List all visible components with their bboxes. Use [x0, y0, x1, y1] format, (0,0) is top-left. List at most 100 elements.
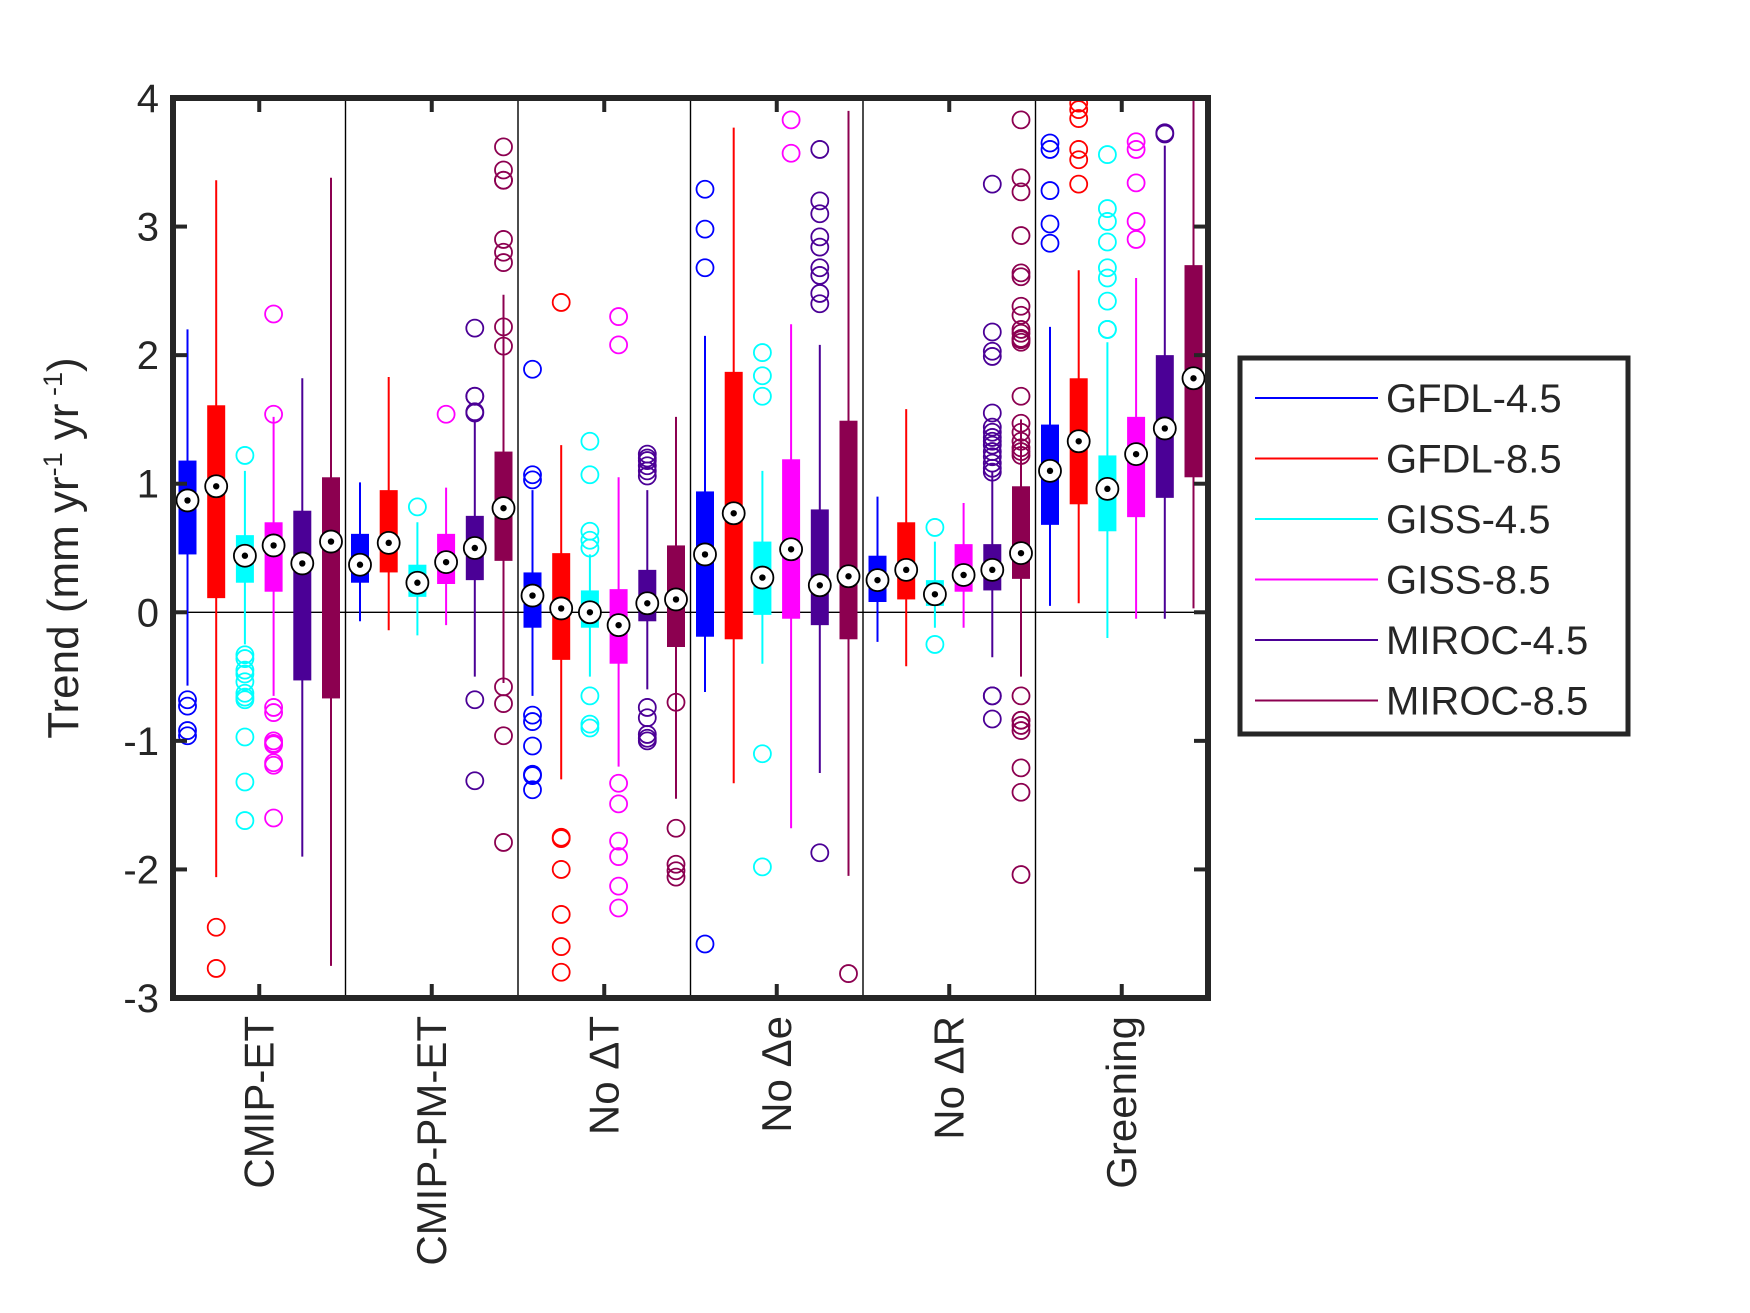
median-dot	[701, 551, 709, 558]
x-category-label: No Δe	[753, 1016, 800, 1133]
x-axis-labels: CMIP-ET CMIP-PM-ET No ΔT No Δe No ΔR Greening	[235, 1016, 1145, 1266]
outlier-point	[982, 322, 1002, 342]
outlier-point	[810, 140, 830, 159]
outlier-point	[206, 959, 226, 978]
outlier-point	[494, 160, 513, 180]
outlier-point	[1011, 386, 1031, 406]
outlier-point	[523, 736, 542, 756]
outlier-point	[1011, 323, 1031, 343]
outlier-point	[666, 854, 686, 874]
outlier-point	[178, 726, 197, 746]
outlier-point	[666, 861, 686, 881]
outlier-point	[637, 456, 657, 476]
outlier-point	[580, 530, 600, 550]
outlier-point	[494, 833, 513, 852]
outlier-point	[1069, 100, 1089, 119]
y-tick-label: 1	[137, 463, 159, 507]
outlier-point	[1011, 716, 1031, 735]
median-dot	[644, 600, 651, 607]
y-axis-label: Trend (mm yr-1 yr -1)	[38, 357, 88, 738]
legend-label: GFDL-4.5	[1386, 377, 1562, 421]
outlier-point	[1011, 413, 1031, 433]
x-category-label: CMIP-ET	[235, 1016, 282, 1189]
outlier-point	[695, 258, 715, 278]
outlier-point	[637, 461, 657, 481]
outlier-point	[666, 867, 686, 887]
outlier-point	[178, 721, 197, 740]
outlier-point	[580, 686, 600, 706]
outlier-point	[982, 447, 1002, 467]
outlier-point	[753, 366, 772, 386]
outlier-point	[1069, 98, 1089, 113]
outlier-point	[810, 284, 830, 303]
outlier-point	[494, 336, 513, 356]
outlier-point	[580, 465, 600, 485]
outlier-point	[781, 143, 801, 163]
outlier-point	[523, 465, 542, 485]
outlier-point	[637, 466, 657, 486]
outlier-point	[982, 417, 1002, 437]
median-dot	[787, 546, 795, 553]
median-dot	[1017, 549, 1025, 557]
outlier-point	[753, 857, 772, 877]
outlier-point	[465, 403, 485, 423]
outlier-point	[1011, 422, 1031, 442]
outlier-point	[264, 304, 284, 324]
outlier-point	[753, 386, 772, 406]
median-dot	[442, 558, 450, 566]
outlier-point	[753, 343, 772, 362]
outlier-point	[580, 714, 600, 734]
median-dot	[989, 566, 996, 574]
outlier-point	[982, 686, 1002, 706]
legend-label: GISS-8.5	[1386, 559, 1551, 603]
median-dot	[931, 591, 939, 598]
outlier-point	[1126, 230, 1146, 249]
median-dot	[1104, 485, 1111, 493]
median-dot	[1161, 425, 1169, 432]
plot-area	[173, 98, 1208, 998]
outlier-point	[982, 341, 1002, 361]
outlier-point	[523, 766, 542, 785]
y-tick-label: -3	[123, 977, 159, 1021]
outlier-point	[666, 818, 686, 838]
outlier-point	[523, 712, 542, 731]
outlier-point	[609, 876, 628, 896]
outlier-point	[810, 237, 830, 257]
outlier-point	[1126, 132, 1146, 152]
outlier-point	[982, 453, 1002, 473]
outlier-point	[494, 242, 513, 262]
y-tick-label: 2	[137, 334, 159, 378]
y-tick-label: 0	[137, 591, 159, 635]
outlier-point	[465, 386, 485, 406]
box	[207, 405, 226, 599]
outlier-point	[580, 718, 600, 738]
outlier-point	[551, 962, 571, 982]
median-dot	[586, 609, 594, 616]
median-dot	[299, 560, 306, 567]
outlier-point	[494, 170, 513, 190]
outlier-point	[637, 731, 657, 751]
outlier-point	[1011, 721, 1031, 740]
outlier-point	[609, 831, 628, 851]
median-dot	[471, 544, 478, 552]
outlier-point	[1098, 145, 1117, 164]
outlier-point	[925, 635, 945, 654]
outlier-point	[1011, 332, 1031, 352]
outlier-point	[609, 898, 628, 918]
legend-label: MIROC-8.5	[1386, 680, 1588, 724]
outlier-point	[235, 811, 255, 830]
outlier-point	[695, 179, 715, 199]
outlier-point	[1040, 214, 1060, 234]
outlier-point	[810, 266, 830, 285]
outlier-point	[523, 470, 542, 490]
outlier-point	[1098, 232, 1117, 252]
outlier-point	[695, 219, 715, 239]
median-dot	[385, 539, 392, 547]
box	[839, 420, 858, 640]
outlier-point	[1011, 710, 1031, 730]
y-tick-label: 3	[137, 206, 159, 250]
outlier-point	[609, 307, 628, 326]
outlier-point	[523, 705, 542, 725]
median-dot	[1132, 450, 1140, 458]
outlier-point	[235, 664, 255, 684]
